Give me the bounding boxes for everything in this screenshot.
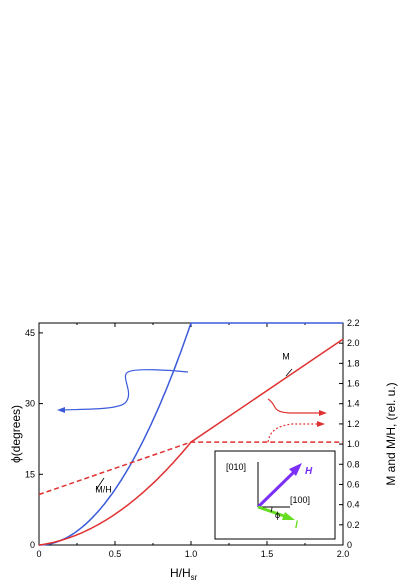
mh-pointer-arrowhead <box>317 421 325 427</box>
inset-label-l: l <box>295 520 298 531</box>
y-left-tick-label: 30 <box>25 399 35 409</box>
inset-vector-h-head <box>289 463 302 476</box>
inset-vector-l-head <box>282 512 295 520</box>
inset-label-100: [100] <box>290 495 310 505</box>
x-tick-label: 1.5 <box>261 549 274 559</box>
y-right-tick-label: 1.8 <box>347 358 360 368</box>
inset-phi-arc <box>270 506 273 513</box>
m-label-leader <box>285 368 293 377</box>
y-right-tick-label: 0.4 <box>347 500 360 510</box>
x-tick-label: 0.5 <box>109 549 122 559</box>
x-tick-label: 1.0 <box>185 549 198 559</box>
y-right-tick-label: 1.2 <box>347 419 360 429</box>
y-right-tick-label: 1.4 <box>347 399 360 409</box>
y-right-tick-label: 1.6 <box>347 379 360 389</box>
x-tick-label: 2.0 <box>337 549 350 559</box>
y-right-tick-label: 2.2 <box>347 318 360 328</box>
x-tick-label: 0 <box>36 549 41 559</box>
y-left-tick-label: 45 <box>25 328 35 338</box>
m-pointer-arrowhead <box>319 410 327 416</box>
mh-pointer-arrow <box>267 423 320 443</box>
y-right-tick-label: 2.0 <box>347 338 360 348</box>
series-line-m <box>38 338 344 546</box>
m-pointer-arrow <box>267 398 322 414</box>
y-right-tick-label: 0.2 <box>347 520 360 530</box>
inset-vector-l <box>257 505 288 519</box>
inset-vector-h <box>256 468 298 509</box>
phi-pointer-arrow <box>61 369 189 411</box>
inset-label-h: H <box>305 466 313 477</box>
y-left-tick-label: 0 <box>30 540 35 550</box>
y-right-tick-label: 0 <box>347 540 352 550</box>
y-left-tick-label: 15 <box>25 469 35 479</box>
series-layer <box>38 322 344 546</box>
y-right-tick-label: 0.8 <box>347 459 360 469</box>
y-right-tick-label: 1.0 <box>347 439 360 449</box>
m-annotation: M <box>282 351 290 361</box>
inset: [010] [100] H l ϕ <box>214 450 336 540</box>
y-left-axis-label: ϕ(degrees) <box>9 405 23 463</box>
inset-frame <box>214 450 336 540</box>
phi-pointer-arrowhead <box>57 407 65 413</box>
series-line-m-over-h <box>38 441 343 496</box>
x-axis-label-subscript: sr <box>191 573 198 582</box>
axis-ticks: 0 0.5 1.0 1.5 2.0015304500.20.40.60.81.01.21… <box>25 318 360 559</box>
inset-label-010: [010] <box>226 462 246 472</box>
x-axis-label: H/Hsr <box>170 566 198 582</box>
mh-label-leader <box>95 477 105 491</box>
mh-annotation: M/H <box>95 485 112 495</box>
y-right-tick-label: 0.6 <box>347 479 360 489</box>
y-right-axis-label: M and M/H, (rel. u.) <box>384 382 398 485</box>
inset-label-phi: ϕ <box>275 510 280 520</box>
annotation-arrows <box>57 368 327 491</box>
